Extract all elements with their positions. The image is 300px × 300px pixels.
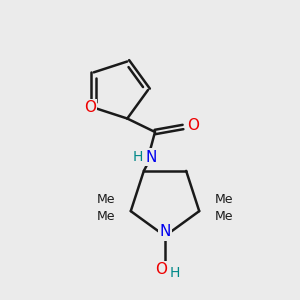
Text: N: N [145, 149, 157, 164]
Text: Me: Me [96, 193, 115, 206]
Text: Me: Me [215, 193, 234, 206]
Text: O: O [84, 100, 96, 115]
Text: O: O [155, 262, 167, 278]
Text: H: H [170, 266, 180, 280]
Text: H: H [133, 150, 143, 164]
Text: O: O [187, 118, 199, 134]
Text: Me: Me [96, 210, 115, 223]
Text: N: N [159, 224, 171, 239]
Text: Me: Me [215, 210, 234, 223]
